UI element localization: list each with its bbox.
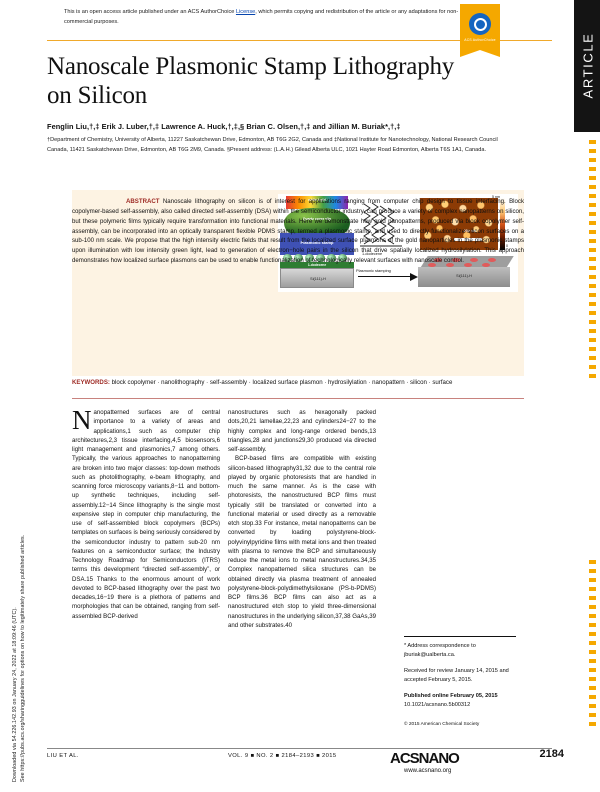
body-column-right: nanostructures such as hexagonally packe… <box>228 408 376 630</box>
colorbar-min-label: 0 <box>506 244 508 248</box>
quartz-cover-slip: Quartz cover slip <box>284 208 350 234</box>
badge-circle-icon <box>469 13 491 35</box>
nanoparticle-row <box>282 254 352 263</box>
page-title: Nanoscale Plasmonic Stamp Lithography on… <box>47 53 455 109</box>
footer-sep-3: ■ <box>316 753 321 759</box>
graphical-abstract: white light Quartz cover slip Plasmonic … <box>278 194 518 292</box>
dodecene-molecule-icon <box>360 202 402 247</box>
page-number: 2184 <box>539 748 564 760</box>
footer-year: 2015 <box>322 753 337 759</box>
body-left-para-1: anopatterned surfaces are of central imp… <box>72 409 220 620</box>
abstract-box: white light Quartz cover slip Plasmonic … <box>72 190 524 376</box>
keywords-label: KEYWORDS: <box>72 379 110 386</box>
quartz-label: Quartz cover slip <box>302 217 332 221</box>
copyright-notice: © 2015 American Chemical Society <box>404 722 480 727</box>
drop-cap: N <box>72 405 92 435</box>
plasmonic-stamping-label: Plasmonic stamping <box>356 268 391 273</box>
keywords-list: block copolymer · nanolithography · self… <box>111 379 453 386</box>
license-link[interactable]: License <box>235 9 256 15</box>
dodecene-label: 1-dodecene <box>307 262 327 267</box>
banner-divider <box>47 40 552 42</box>
molecule-label: 1-dodecene <box>362 252 383 256</box>
substrate-right-label: Si(111)-H <box>456 274 472 278</box>
afm-scale-label: 200 nm <box>463 229 477 233</box>
footer-pages: 2184–2193 <box>281 753 315 759</box>
article-type-tab: ARTICLE <box>574 0 600 132</box>
footer-sep-1: ■ <box>250 753 255 759</box>
journal-url: www.acsnano.org <box>404 768 452 774</box>
correspondence-divider <box>404 636 516 637</box>
abstract-label: ABSTRACT <box>126 198 160 205</box>
published-online-label: Published online February 05, 2015 <box>404 692 498 699</box>
received-dates: Received for review January 14, 2015 and… <box>404 667 509 683</box>
footer-divider <box>47 748 552 749</box>
badge-label: ACS AuthorChoice <box>464 38 496 42</box>
doi-text: 10.1021/acsnano.5b00312 <box>404 702 471 709</box>
download-strip-line2: See https://pubs.acs.org/sharingguidelin… <box>20 534 26 782</box>
process-arrow-line <box>358 276 416 277</box>
afm-image: 200 nm <box>420 198 498 250</box>
footer-volume: VOL. 9 <box>228 753 249 759</box>
substrate-left-label: Si(111)-H <box>310 277 326 281</box>
white-light-band: white light <box>286 196 348 209</box>
footer-sep-2: ■ <box>275 753 280 759</box>
open-access-text-after: , which permits copying and redistributi… <box>64 9 459 25</box>
acs-authorchoice-badge: ACS AuthorChoice <box>460 4 500 57</box>
patterned-substrate-right: Si(111)-H <box>418 256 514 288</box>
footer-authors: LIU ET AL. <box>47 753 79 759</box>
white-light-label: white light <box>308 198 326 202</box>
decorative-dashes-top <box>589 140 596 390</box>
dodecene-layer: 1-dodecene <box>280 262 354 268</box>
author-list: Fenglin Liu,†,‡ Erik J. Luber,†,‡ Lawren… <box>47 122 401 131</box>
body-right-para-2: BCP-based films are compatible with exis… <box>228 455 376 629</box>
silicon-substrate-left: Si(111)-H <box>280 268 354 288</box>
download-strip-line1: Downloaded via 54.226.142.93 on January … <box>12 607 18 782</box>
keywords: KEYWORDS: block copolymer · nanolithogra… <box>72 378 524 388</box>
plasmonic-stamp-block: Plasmonic stamp <box>280 233 354 255</box>
correspondence-block: * Address correspondence to jburiak@ualb… <box>404 636 516 717</box>
body-right-para-1: nanostructures such as hexagonally packe… <box>228 409 376 453</box>
open-access-notice: This is an open access article published… <box>64 8 464 28</box>
figure-schematic-middle: 1-dodecene Plasmonic stamping <box>356 200 420 290</box>
process-arrow-head <box>410 272 418 281</box>
footer-citation: VOL. 9 ■ NO. 2 ■ 2184–2193 ■ 2015 <box>228 753 337 759</box>
affiliations: †Department of Chemistry, University of … <box>47 137 498 153</box>
afm-scale-bar <box>454 238 482 241</box>
abstract-body: Nanoscale lithography on silicon is of i… <box>72 198 524 265</box>
open-access-text-before: This is an open access article published… <box>64 9 236 15</box>
article-tab-label: ARTICLE <box>580 32 596 99</box>
footer-number: NO. 2 <box>256 753 274 759</box>
correspondence-email[interactable]: jburiak@ualberta.ca. <box>404 651 456 658</box>
correspondence-line-1: * Address correspondence to <box>404 642 476 649</box>
plasmonic-stamp-label: Plasmonic stamp <box>300 240 334 245</box>
abstract-text: ABSTRACT Nanoscale lithography on silico… <box>72 197 524 266</box>
download-strip: Downloaded via 54.226.142.93 on January … <box>0 330 26 782</box>
decorative-dashes-bottom <box>589 560 596 740</box>
keywords-divider <box>72 398 524 399</box>
colorbar-max-label: 5 nm <box>492 195 500 199</box>
journal-logo: ACSNANO <box>390 750 460 767</box>
substrate-front-face: Si(111)-H <box>418 267 510 287</box>
figure-schematic-left: white light Quartz cover slip Plasmonic … <box>280 196 356 290</box>
afm-colorbar <box>500 198 505 250</box>
